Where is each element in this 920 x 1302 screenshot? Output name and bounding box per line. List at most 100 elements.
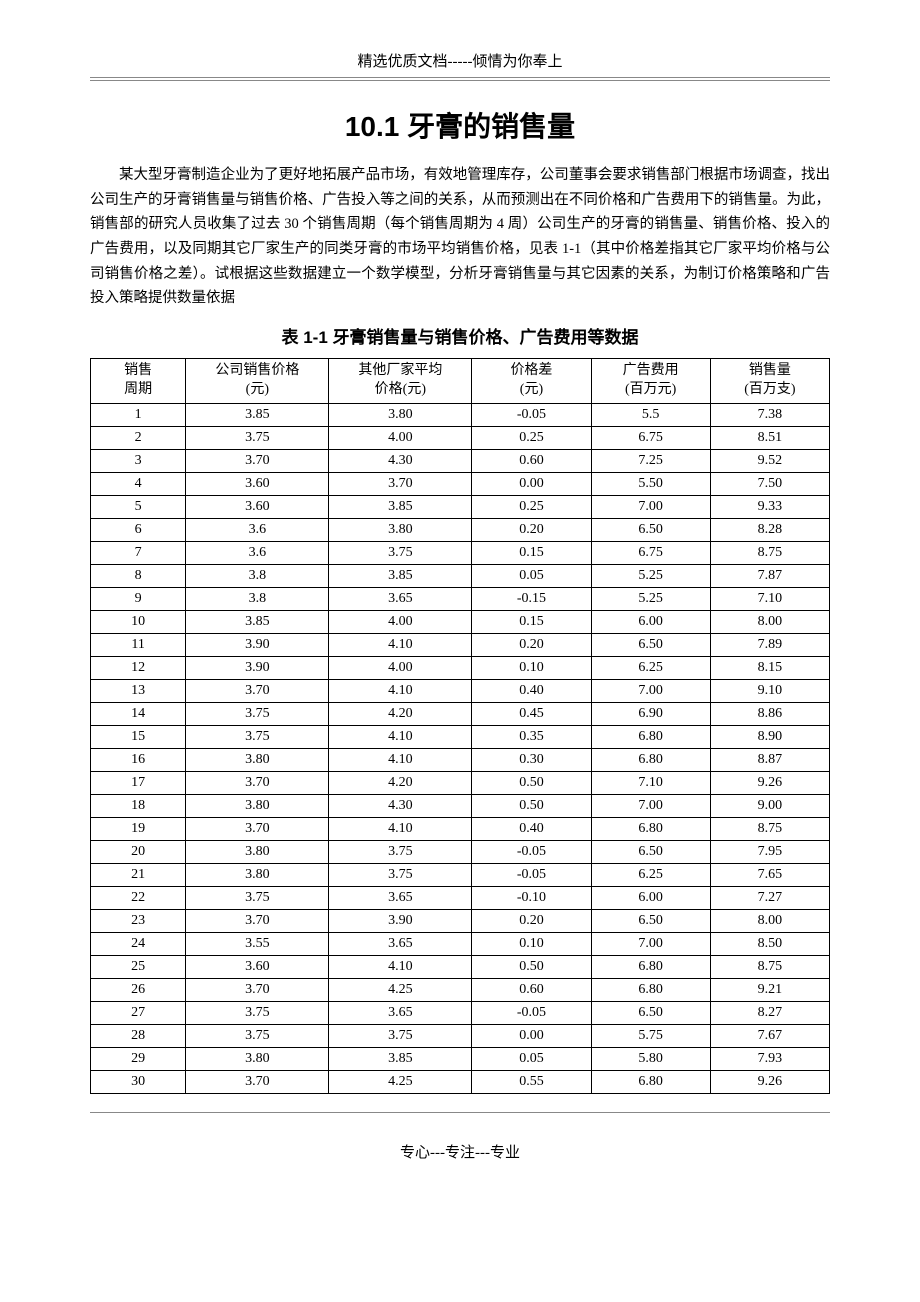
table-row: 163.804.100.306.808.87 xyxy=(91,748,830,771)
table-row: 63.63.800.206.508.28 xyxy=(91,518,830,541)
table-cell: 0.15 xyxy=(472,541,591,564)
table-cell: 4.10 xyxy=(329,748,472,771)
table-cell: 19 xyxy=(91,817,186,840)
table-cell: 3.75 xyxy=(186,426,329,449)
table-cell: 3.80 xyxy=(186,1047,329,1070)
column-header-top: 价格差 xyxy=(476,362,586,381)
table-row: 33.704.300.607.259.52 xyxy=(91,449,830,472)
table-cell: 4.10 xyxy=(329,955,472,978)
table-cell: 0.10 xyxy=(472,932,591,955)
table-cell: 4.10 xyxy=(329,679,472,702)
table-cell: 4.00 xyxy=(329,610,472,633)
table-column-header: 销售量(百万支) xyxy=(710,358,829,403)
table-cell: 4.00 xyxy=(329,656,472,679)
table-cell: 3.6 xyxy=(186,518,329,541)
table-cell: 9.10 xyxy=(710,679,829,702)
table-cell: 15 xyxy=(91,725,186,748)
table-cell: 3.65 xyxy=(329,587,472,610)
column-header-bottom: (元) xyxy=(476,381,586,400)
table-cell: 6.80 xyxy=(591,725,710,748)
table-cell: 29 xyxy=(91,1047,186,1070)
table-cell: 7.00 xyxy=(591,794,710,817)
table-cell: 6.80 xyxy=(591,1070,710,1093)
table-cell: 3.85 xyxy=(329,564,472,587)
table-cell: 3.80 xyxy=(186,840,329,863)
table-cell: 3 xyxy=(91,449,186,472)
table-row: 53.603.850.257.009.33 xyxy=(91,495,830,518)
table-cell: 0.20 xyxy=(472,518,591,541)
table-cell: 4.10 xyxy=(329,725,472,748)
table-row: 193.704.100.406.808.75 xyxy=(91,817,830,840)
footer-rule xyxy=(90,1112,830,1113)
table-cell: -0.05 xyxy=(472,403,591,426)
table-cell: 7.65 xyxy=(710,863,829,886)
table-cell: 3.55 xyxy=(186,932,329,955)
table-row: 23.754.000.256.758.51 xyxy=(91,426,830,449)
table-cell: 0.50 xyxy=(472,771,591,794)
table-cell: 22 xyxy=(91,886,186,909)
table-cell: 7.95 xyxy=(710,840,829,863)
table-cell: 3.70 xyxy=(186,771,329,794)
table-cell: 8.75 xyxy=(710,541,829,564)
table-cell: 3.70 xyxy=(186,909,329,932)
data-table: 销售周期公司销售价格(元)其他厂家平均价格(元)价格差(元)广告费用(百万元)销… xyxy=(90,358,830,1094)
table-cell: 3.70 xyxy=(186,1070,329,1093)
table-cell: 11 xyxy=(91,633,186,656)
table-header: 销售周期公司销售价格(元)其他厂家平均价格(元)价格差(元)广告费用(百万元)销… xyxy=(91,358,830,403)
table-cell: 12 xyxy=(91,656,186,679)
table-row: 93.83.65-0.155.257.10 xyxy=(91,587,830,610)
table-cell: 3.75 xyxy=(186,725,329,748)
table-cell: 7.10 xyxy=(710,587,829,610)
table-cell: 5.80 xyxy=(591,1047,710,1070)
table-cell: 3.90 xyxy=(186,656,329,679)
table-row: 143.754.200.456.908.86 xyxy=(91,702,830,725)
table-cell: 6.25 xyxy=(591,656,710,679)
column-header-bottom: (百万支) xyxy=(715,381,825,400)
table-cell: 4.20 xyxy=(329,702,472,725)
table-cell: 3.80 xyxy=(329,518,472,541)
table-cell: 3.60 xyxy=(186,495,329,518)
table-cell: 1 xyxy=(91,403,186,426)
table-cell: 3.60 xyxy=(186,472,329,495)
table-cell: 4.10 xyxy=(329,633,472,656)
table-cell: 3.85 xyxy=(186,610,329,633)
table-cell: 3.90 xyxy=(186,633,329,656)
table-row: 253.604.100.506.808.75 xyxy=(91,955,830,978)
table-row: 183.804.300.507.009.00 xyxy=(91,794,830,817)
table-cell: 26 xyxy=(91,978,186,1001)
page-footer: 专心---专注---专业 xyxy=(90,1141,830,1162)
table-cell: 6.50 xyxy=(591,633,710,656)
table-cell: 8.27 xyxy=(710,1001,829,1024)
table-cell: 4.30 xyxy=(329,794,472,817)
table-cell: 9.26 xyxy=(710,1070,829,1093)
table-cell: 3.75 xyxy=(329,863,472,886)
table-cell: 0.40 xyxy=(472,679,591,702)
table-cell: 0.20 xyxy=(472,909,591,932)
table-cell: 0.00 xyxy=(472,472,591,495)
table-cell: 0.50 xyxy=(472,794,591,817)
table-row: 173.704.200.507.109.26 xyxy=(91,771,830,794)
table-cell: -0.05 xyxy=(472,863,591,886)
table-cell: 4 xyxy=(91,472,186,495)
table-cell: 17 xyxy=(91,771,186,794)
table-cell: 6.75 xyxy=(591,541,710,564)
table-cell: 3.8 xyxy=(186,587,329,610)
table-cell: 6.00 xyxy=(591,886,710,909)
table-cell: 8.86 xyxy=(710,702,829,725)
table-cell: 3.75 xyxy=(186,702,329,725)
table-cell: 9.26 xyxy=(710,771,829,794)
table-cell: 3.80 xyxy=(329,403,472,426)
table-cell: 3.70 xyxy=(186,449,329,472)
table-cell: 8.28 xyxy=(710,518,829,541)
table-cell: 30 xyxy=(91,1070,186,1093)
column-header-top: 广告费用 xyxy=(596,362,706,381)
table-cell: 3.70 xyxy=(329,472,472,495)
table-cell: 3.75 xyxy=(329,840,472,863)
table-cell: -0.05 xyxy=(472,1001,591,1024)
table-cell: 16 xyxy=(91,748,186,771)
table-cell: 6.50 xyxy=(591,1001,710,1024)
table-cell: 3.65 xyxy=(329,1001,472,1024)
table-cell: 7.38 xyxy=(710,403,829,426)
table-cell: 0.40 xyxy=(472,817,591,840)
table-cell: 10 xyxy=(91,610,186,633)
